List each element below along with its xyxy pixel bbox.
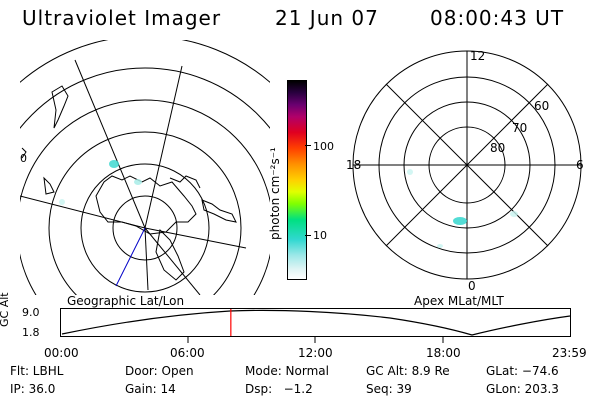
- emission-spot: [407, 169, 413, 175]
- orbit-track: [115, 227, 146, 287]
- mlt-meridian: [385, 83, 549, 247]
- lon-line: [74, 59, 146, 229]
- left-panel-caption: Geographic Lat/Lon: [67, 294, 185, 308]
- status-gc-alt: GC Alt: 8.9 Re: [366, 364, 450, 378]
- mlat-mlt-polar-panel: 12 18 6 0 60 70 80: [346, 49, 584, 293]
- timeline-ytick-bottom: 1.8: [22, 326, 40, 339]
- status-glon: GLon: 203.3: [486, 382, 559, 396]
- lat-circle: [80, 163, 210, 293]
- colorbar-tick: [305, 145, 311, 146]
- right-panel-caption: Apex MLat/MLT: [414, 294, 504, 308]
- status-glat: GLat: −74.6: [486, 364, 559, 378]
- coastline: [95, 175, 197, 235]
- timeline-frame: [60, 308, 571, 337]
- status-dsp: Dsp: −1.2: [245, 382, 313, 396]
- lat-circle: [48, 131, 242, 295]
- timeline-xtick-0000: 00:00: [44, 346, 79, 360]
- altitude-curve: [61, 309, 571, 336]
- emission-spot: [134, 179, 142, 185]
- status-door: Door: Open: [125, 364, 194, 378]
- coastline: [155, 228, 185, 281]
- time-label: 08:00:43 UT: [430, 6, 565, 30]
- emission-spot: [453, 217, 467, 225]
- mlat-label-60: 60: [534, 99, 549, 113]
- status-filter: Flt: LBHL: [10, 364, 64, 378]
- mlat-label-80: 80: [490, 141, 505, 155]
- coastline: [51, 85, 69, 129]
- status-mode: Mode: Normal: [245, 364, 329, 378]
- mlt-label-12: 12: [470, 49, 485, 63]
- coastline: [43, 176, 55, 195]
- lon-line: [144, 65, 183, 229]
- timeline-xtick-0600: 06:00: [170, 346, 205, 360]
- mlat-label-70: 70: [512, 121, 527, 135]
- geographic-map-panel: 0: [20, 40, 270, 295]
- date-label: 21 Jun 07: [275, 6, 379, 30]
- status-gain: Gain: 14: [125, 382, 176, 396]
- mlt-label-0: 0: [468, 279, 476, 293]
- coastline: [21, 147, 27, 159]
- emission-spot: [437, 244, 443, 248]
- timeline-plot: [60, 308, 571, 343]
- lon-line: [144, 227, 201, 295]
- status-ip: IP: 36.0: [10, 382, 56, 396]
- status-seq: Seq: 39: [366, 382, 412, 396]
- lat-circle: [20, 99, 270, 295]
- timeline-ticks: [187, 337, 444, 343]
- colorbar-tick-100: 100: [313, 140, 334, 153]
- colorbar-tick-10: 10: [313, 229, 327, 242]
- mlt-label-6: 6: [576, 158, 584, 172]
- lat-circle: [112, 195, 178, 261]
- timeline-ylabel: GC Alt: [0, 292, 11, 327]
- emission-spot: [109, 160, 119, 168]
- timeline-xtick-1200: 12:00: [298, 346, 333, 360]
- lat-circle: [20, 67, 270, 129]
- timeline-ytick-top: 9.0: [22, 306, 40, 319]
- timeline-xtick-1800: 18:00: [426, 346, 461, 360]
- mlt-label-18: 18: [346, 158, 361, 172]
- colorbar-gradient: [287, 80, 307, 280]
- lon-line: [144, 227, 149, 291]
- lat-circle: [20, 40, 270, 83]
- colorbar-unit-label: photon cm⁻²s⁻¹: [268, 147, 282, 240]
- timeline-xtick-2359: 23:59: [552, 346, 587, 360]
- edge-mark: 0: [20, 152, 27, 165]
- coastline: [201, 199, 237, 223]
- coastline: [169, 175, 201, 189]
- emission-spot: [59, 199, 65, 205]
- emission-spot: [510, 211, 518, 217]
- instrument-title: Ultraviolet Imager: [22, 6, 222, 30]
- colorbar-tick: [305, 235, 311, 236]
